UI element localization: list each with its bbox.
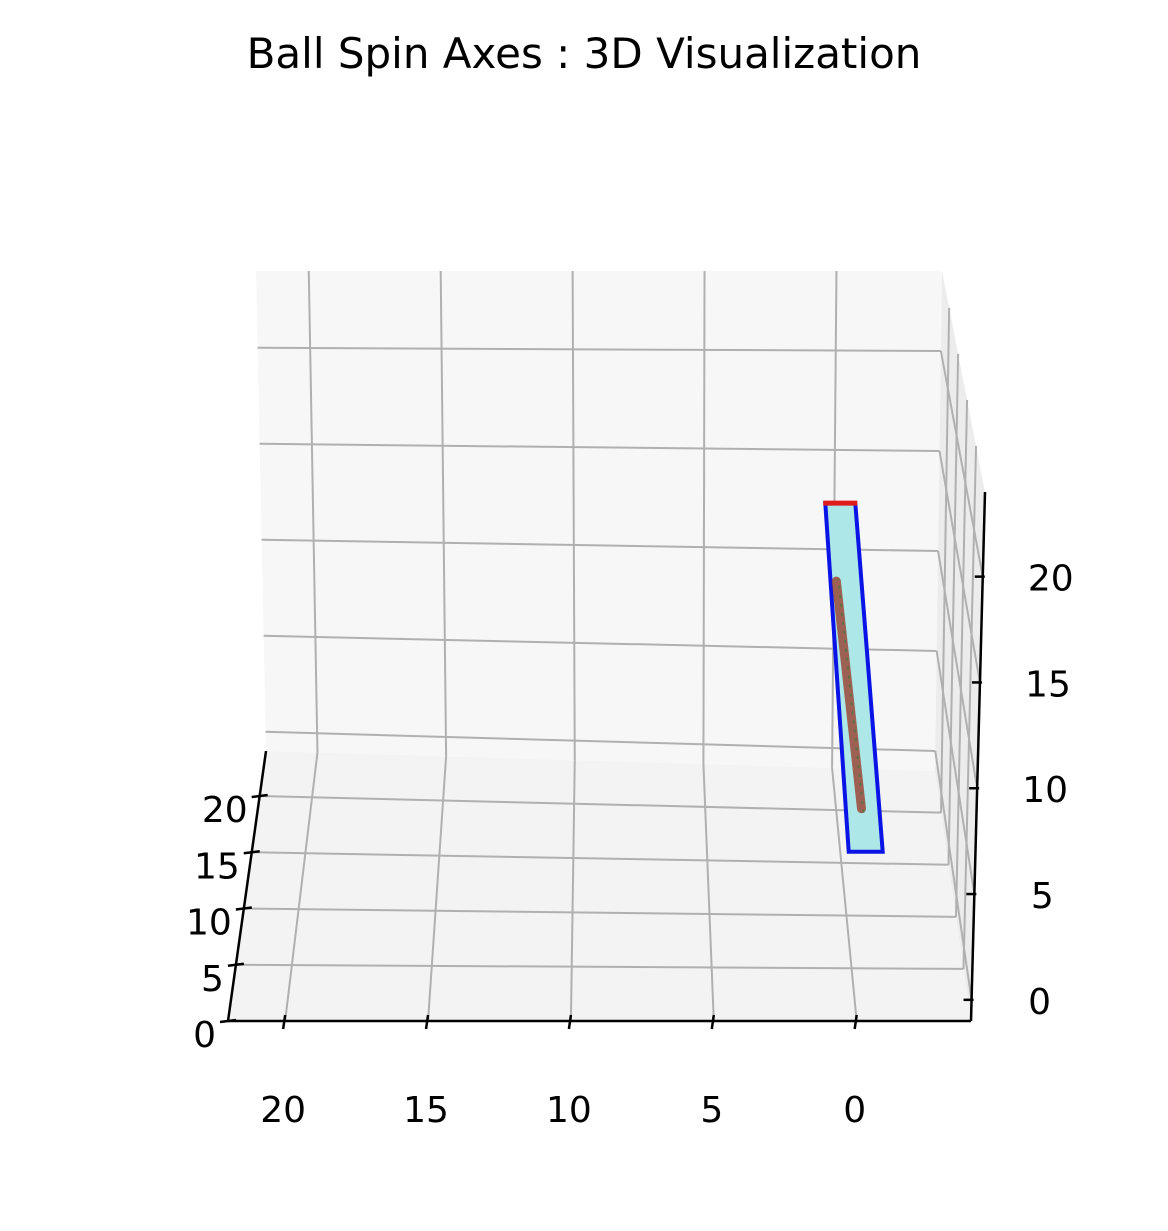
z-tick-label: 5	[1031, 876, 1054, 917]
grid-line-x-wall	[439, 270, 448, 757]
z-tick-label: 0	[1028, 982, 1051, 1023]
y-tick-label: 20	[202, 790, 248, 831]
y-tick	[219, 1018, 237, 1024]
chart-grid	[228, 270, 986, 1022]
back-pane	[256, 271, 942, 771]
y-tick-label: 5	[201, 959, 224, 1000]
grid-line-z	[265, 730, 936, 752]
y-tick-label: 0	[193, 1015, 216, 1056]
chart-panes	[228, 271, 985, 1021]
y-tick-label: 10	[186, 903, 232, 944]
z-tick-label: 10	[1022, 770, 1068, 811]
grid-line-y	[259, 795, 942, 814]
grid-line-z	[261, 538, 939, 552]
floor-pane	[228, 751, 971, 1021]
x-tick	[710, 1014, 716, 1030]
y-tick	[251, 793, 268, 799]
grid-line-z-side	[935, 650, 976, 895]
z-tick-label: 20	[1028, 559, 1074, 600]
grid-line-y	[235, 963, 964, 970]
x-tick-label: 5	[700, 1090, 723, 1131]
grid-line-x-wall	[307, 270, 319, 753]
grid-line-z	[257, 346, 941, 352]
grid-line-x-wall	[702, 270, 706, 765]
chart-marks	[823, 500, 885, 854]
grid-line-z-side	[937, 550, 979, 789]
chart-title: Ball Spin Axes : 3D Visualization	[247, 29, 922, 78]
grid-line-z	[259, 442, 940, 452]
spin-trace-dots	[837, 579, 865, 813]
x-tick	[853, 1014, 858, 1030]
x-tick-label: 10	[546, 1090, 592, 1131]
chart-ticks: 20 15 10 5 0 0 5 10 15 20 0 5 10 15 20	[186, 559, 1074, 1131]
grid-line-z	[263, 634, 937, 652]
x-tick	[281, 1014, 287, 1030]
spin-trace	[831, 576, 867, 814]
x-tick	[424, 1014, 430, 1030]
y-tick	[235, 906, 252, 911]
y-tick	[227, 962, 245, 967]
x-tick-label: 20	[260, 1090, 306, 1131]
grid-line-y	[243, 907, 957, 918]
y-tick-label: 15	[194, 846, 240, 887]
x-tick-label: 15	[403, 1090, 449, 1131]
z-tick-label: 15	[1025, 664, 1071, 705]
grid-line-z-side	[934, 750, 973, 1000]
y-tick	[243, 850, 260, 855]
x-tick	[567, 1014, 573, 1030]
grid-line-z-side	[939, 350, 984, 577]
x-tick-label: 0	[843, 1090, 866, 1131]
z-axis-line	[969, 491, 987, 1022]
grid-line-x-wall	[571, 270, 576, 761]
grid-line-z-side	[938, 450, 981, 683]
grid-line-y	[251, 851, 949, 866]
